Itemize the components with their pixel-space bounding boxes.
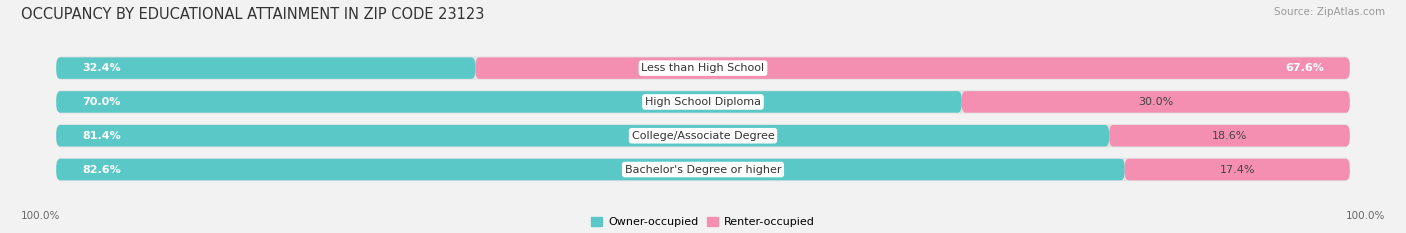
Text: 67.6%: 67.6% bbox=[1285, 63, 1324, 73]
Text: OCCUPANCY BY EDUCATIONAL ATTAINMENT IN ZIP CODE 23123: OCCUPANCY BY EDUCATIONAL ATTAINMENT IN Z… bbox=[21, 7, 485, 22]
Legend: Owner-occupied, Renter-occupied: Owner-occupied, Renter-occupied bbox=[586, 213, 820, 232]
FancyBboxPatch shape bbox=[56, 91, 962, 113]
Text: Source: ZipAtlas.com: Source: ZipAtlas.com bbox=[1274, 7, 1385, 17]
FancyBboxPatch shape bbox=[56, 125, 1109, 147]
Text: High School Diploma: High School Diploma bbox=[645, 97, 761, 107]
FancyBboxPatch shape bbox=[1125, 159, 1350, 180]
Text: College/Associate Degree: College/Associate Degree bbox=[631, 131, 775, 141]
FancyBboxPatch shape bbox=[56, 124, 1350, 147]
Text: Less than High School: Less than High School bbox=[641, 63, 765, 73]
FancyBboxPatch shape bbox=[1109, 125, 1350, 147]
FancyBboxPatch shape bbox=[56, 56, 1350, 80]
Text: 18.6%: 18.6% bbox=[1212, 131, 1247, 141]
FancyBboxPatch shape bbox=[475, 57, 1350, 79]
FancyBboxPatch shape bbox=[56, 90, 1350, 114]
Text: 32.4%: 32.4% bbox=[82, 63, 121, 73]
Text: 82.6%: 82.6% bbox=[82, 164, 121, 175]
Text: 17.4%: 17.4% bbox=[1219, 164, 1256, 175]
Text: 81.4%: 81.4% bbox=[82, 131, 121, 141]
Text: 70.0%: 70.0% bbox=[82, 97, 121, 107]
FancyBboxPatch shape bbox=[962, 91, 1350, 113]
FancyBboxPatch shape bbox=[56, 57, 475, 79]
Text: 100.0%: 100.0% bbox=[1346, 211, 1385, 221]
Text: 100.0%: 100.0% bbox=[21, 211, 60, 221]
FancyBboxPatch shape bbox=[56, 159, 1125, 180]
Text: Bachelor's Degree or higher: Bachelor's Degree or higher bbox=[624, 164, 782, 175]
FancyBboxPatch shape bbox=[56, 158, 1350, 181]
Text: 30.0%: 30.0% bbox=[1137, 97, 1174, 107]
